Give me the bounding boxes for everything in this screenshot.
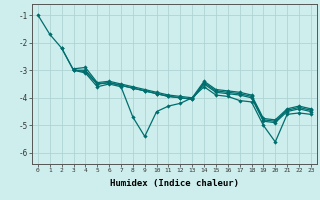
X-axis label: Humidex (Indice chaleur): Humidex (Indice chaleur) <box>110 179 239 188</box>
